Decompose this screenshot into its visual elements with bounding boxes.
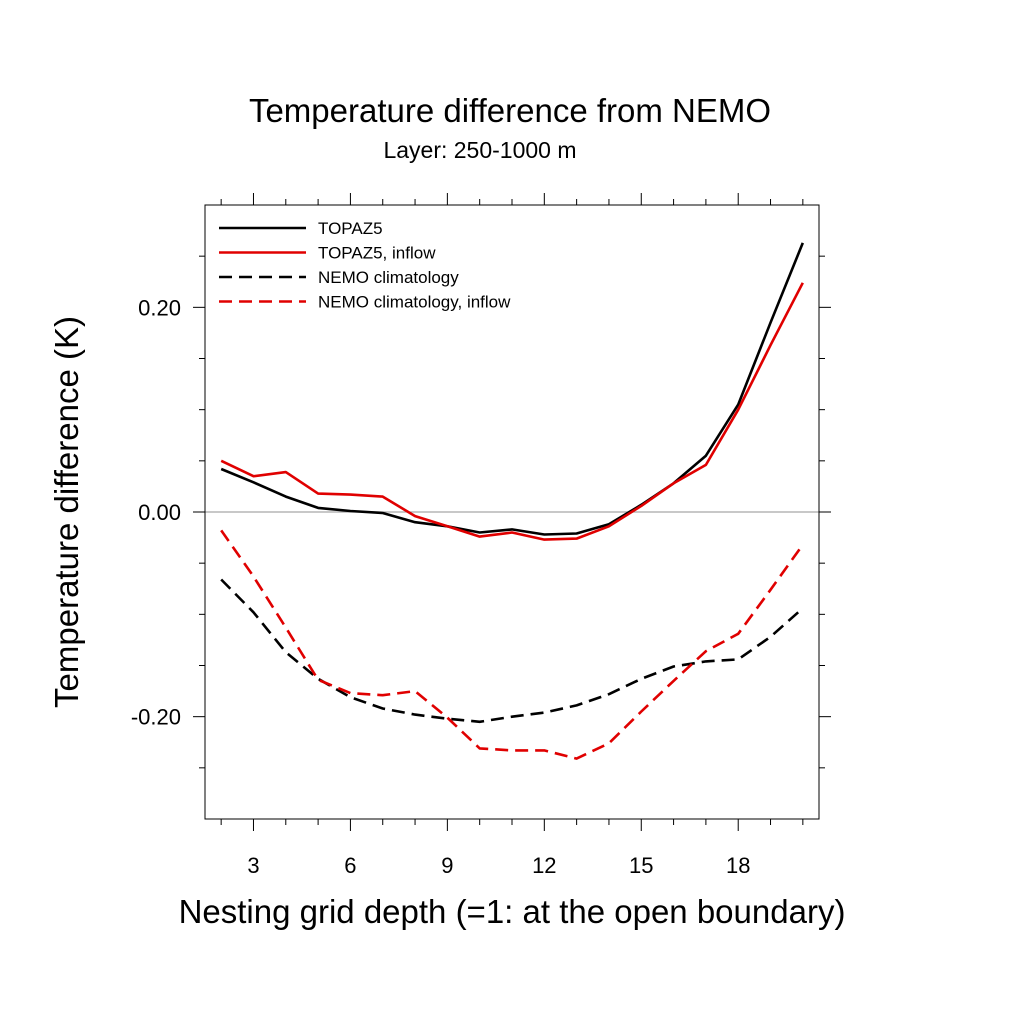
tick-labels: 3 6 9 12 15 18 -0.20 0.00 0.20 bbox=[131, 295, 751, 878]
series-line-2 bbox=[220, 282, 804, 541]
y-axis-title: Temperature difference (K) bbox=[48, 316, 85, 708]
chart-subtitle: Layer: 250-1000 m bbox=[383, 137, 576, 163]
series-line-4 bbox=[220, 529, 804, 760]
series-group bbox=[220, 242, 805, 760]
legend-label-4: NEMO climatology, inflow bbox=[318, 293, 511, 312]
x-tick-label: 9 bbox=[441, 853, 453, 878]
y-tick-label: 0.20 bbox=[138, 295, 181, 320]
chart-title: Temperature difference from NEMO bbox=[249, 92, 771, 129]
legend-label-1: TOPAZ5 bbox=[318, 219, 383, 238]
x-tick-label: 12 bbox=[532, 853, 556, 878]
legend-label-2: TOPAZ5, inflow bbox=[318, 244, 436, 263]
y-tick-label: -0.20 bbox=[131, 705, 181, 730]
x-tick-label: 18 bbox=[726, 853, 750, 878]
x-tick-label: 15 bbox=[629, 853, 653, 878]
legend: TOPAZ5 TOPAZ5, inflow NEMO climatology NEMO… bbox=[219, 219, 511, 312]
axis-ticks bbox=[193, 193, 831, 831]
x-tick-label: 3 bbox=[247, 853, 259, 878]
series-line-3 bbox=[220, 578, 804, 724]
plot-frame bbox=[204, 204, 820, 820]
series-line-1 bbox=[220, 242, 805, 536]
legend-label-3: NEMO climatology bbox=[318, 268, 459, 287]
x-tick-label: 6 bbox=[344, 853, 356, 878]
x-axis-title: Nesting grid depth (=1: at the open boun… bbox=[179, 893, 846, 930]
y-tick-label: 0.00 bbox=[138, 500, 181, 525]
